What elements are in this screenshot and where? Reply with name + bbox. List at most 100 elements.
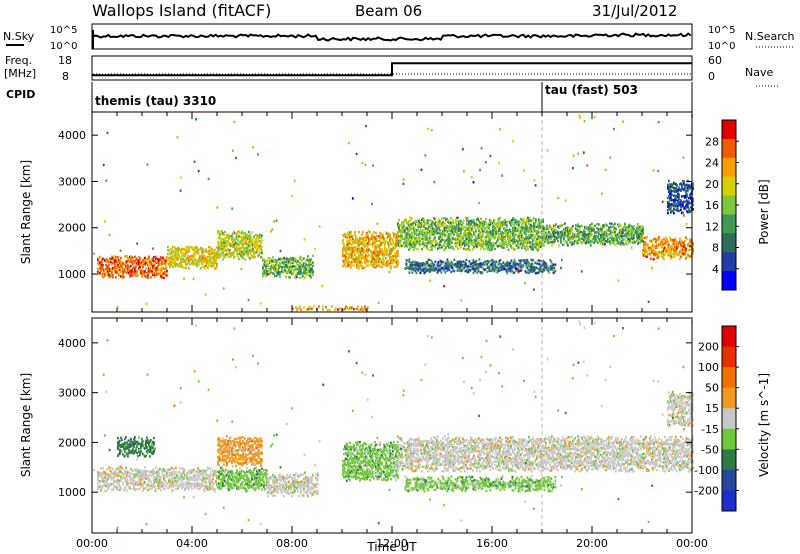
echo-cell xyxy=(544,240,546,243)
echo-cell xyxy=(535,233,537,237)
echo-cell xyxy=(524,270,527,273)
echo-cell xyxy=(286,271,288,275)
echo-cell xyxy=(424,227,426,231)
echo-cell xyxy=(384,253,386,256)
echo-cell xyxy=(436,226,438,230)
echo-cell xyxy=(221,230,223,233)
echo-cell xyxy=(365,253,367,257)
echo-cell xyxy=(422,237,424,241)
echo-cell xyxy=(507,269,510,272)
echo-cell xyxy=(597,223,599,226)
echo-cell xyxy=(218,230,220,234)
echo-cell xyxy=(458,224,460,228)
echo-cell xyxy=(408,243,410,247)
echo-cell xyxy=(127,259,129,263)
echo-cell xyxy=(352,256,354,259)
echo-cell xyxy=(211,247,213,251)
echo-cell xyxy=(311,267,313,270)
echo-cell xyxy=(676,208,678,211)
echo-cell xyxy=(244,232,246,235)
echo-cell xyxy=(405,233,407,237)
echo-cell xyxy=(410,218,412,221)
echo-cell xyxy=(648,249,650,252)
echo-cell xyxy=(183,266,185,269)
echo-cell xyxy=(555,231,557,234)
echo-cell xyxy=(418,235,420,238)
echo-cell xyxy=(510,266,513,269)
echo-cell xyxy=(524,230,526,234)
echo-cell xyxy=(389,233,391,237)
echo-cell xyxy=(479,168,481,172)
echo-cell xyxy=(468,268,471,272)
echo-cell xyxy=(640,238,642,241)
echo-cell xyxy=(275,260,277,263)
echo-cell xyxy=(297,272,299,275)
echo-cell xyxy=(683,206,685,209)
echo-cell xyxy=(291,272,293,275)
echo-cell xyxy=(159,261,161,264)
echo-cell xyxy=(544,227,546,230)
echo-cell xyxy=(563,228,565,231)
echo-cell xyxy=(306,308,308,311)
echo-cell xyxy=(676,240,678,243)
nsearch-top-tick: 10^5 xyxy=(708,25,735,36)
echo-cell xyxy=(445,227,447,231)
echo-cell xyxy=(531,234,533,237)
echo-cell xyxy=(427,227,429,230)
echo-cell xyxy=(475,267,478,270)
echo-cell xyxy=(220,244,222,247)
echo-cell xyxy=(252,250,254,253)
echo-cell xyxy=(458,227,460,230)
echo-cell xyxy=(306,258,308,261)
echo-cell xyxy=(436,269,439,273)
echo-cell xyxy=(217,240,219,244)
echo-cell xyxy=(413,267,416,270)
echo-cell xyxy=(447,265,450,268)
echo-cell xyxy=(476,262,479,266)
echo-cell xyxy=(270,268,272,271)
echo-cell xyxy=(592,237,594,240)
echo-cell xyxy=(170,256,172,260)
echo-cell xyxy=(360,254,362,257)
echo-cell xyxy=(525,224,527,227)
echo-cell xyxy=(509,238,511,241)
echo-cell xyxy=(683,200,685,203)
echo-cell xyxy=(405,238,407,241)
echo-cell xyxy=(457,242,459,245)
echo-cell xyxy=(597,229,599,232)
echo-cell xyxy=(394,253,396,256)
echo-cell xyxy=(644,243,646,247)
echo-cell xyxy=(593,115,596,119)
echo-cell xyxy=(439,236,441,239)
echo-cell xyxy=(265,274,267,278)
cpid-mode-1: themis (tau) 3310 xyxy=(95,94,216,108)
echo-cell xyxy=(591,222,593,226)
echo-cell xyxy=(185,250,187,254)
echo-cell xyxy=(301,272,303,275)
echo-cell xyxy=(472,271,475,275)
echo-cell xyxy=(237,230,239,233)
echo-cell xyxy=(289,267,291,270)
echo-cell xyxy=(231,236,233,239)
echo-cell xyxy=(422,269,425,272)
echo-cell xyxy=(290,271,292,274)
echo-cell xyxy=(650,257,652,260)
echo-cell xyxy=(531,240,533,244)
echo-cell xyxy=(385,250,387,253)
echo-cell xyxy=(363,255,365,258)
echo-cell xyxy=(489,154,492,158)
echo-cell xyxy=(673,242,675,246)
echo-cell xyxy=(608,233,610,236)
echo-cell xyxy=(443,226,445,230)
echo-cell xyxy=(214,257,216,260)
echo-cell xyxy=(428,229,430,232)
echo-cell xyxy=(504,229,506,232)
echo-cell xyxy=(539,222,541,225)
echo-cell xyxy=(402,229,404,232)
echo-cell xyxy=(184,255,186,258)
echo-cell xyxy=(244,251,246,255)
echo-cell xyxy=(502,223,504,226)
echo-cell xyxy=(493,225,495,228)
echo-cell xyxy=(527,220,529,223)
echo-cell xyxy=(158,272,160,276)
